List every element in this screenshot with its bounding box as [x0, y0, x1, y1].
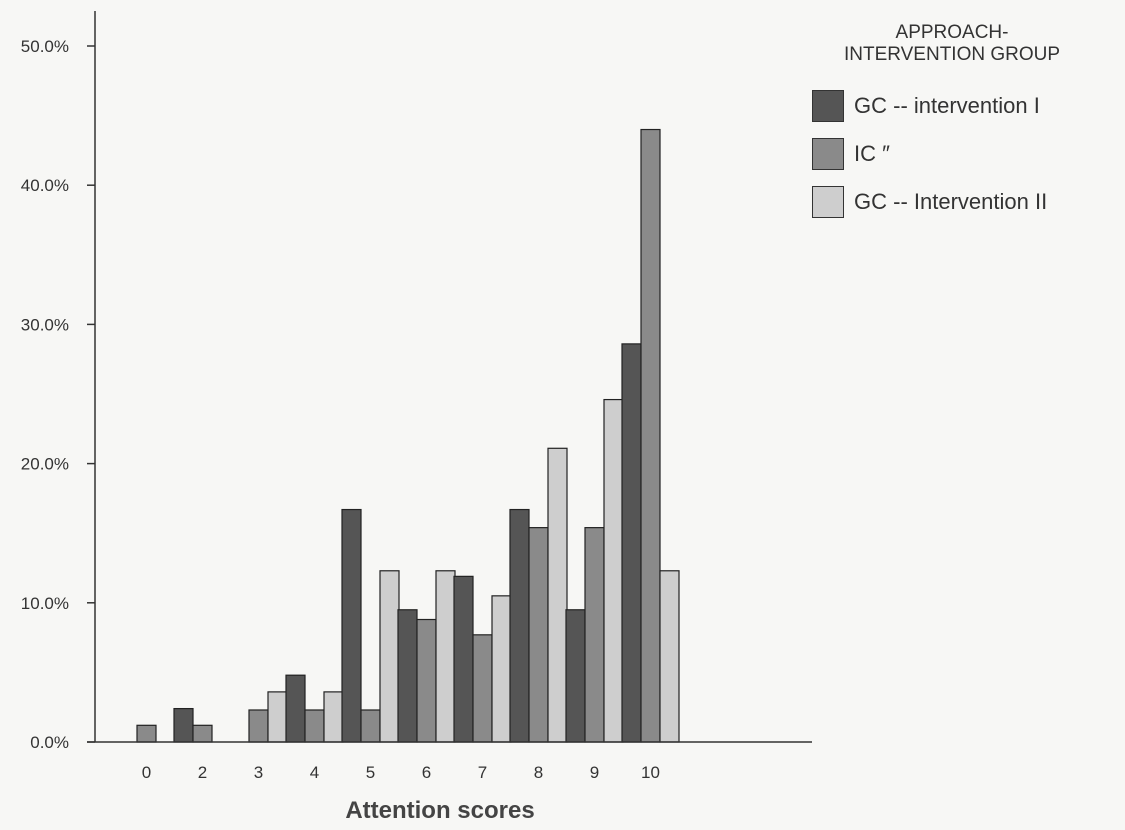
y-tick-label: 10.0%: [21, 594, 69, 613]
y-tick-label: 20.0%: [21, 455, 69, 474]
bar: [341, 508, 362, 743]
bar: [136, 724, 157, 743]
bar: [379, 570, 400, 743]
x-tick-label: 3: [254, 763, 263, 782]
x-tick-label: 2: [198, 763, 207, 782]
bar: [528, 527, 549, 743]
x-tick-label: 4: [310, 763, 319, 782]
bar: [640, 128, 661, 743]
x-tick-label: 0: [142, 763, 151, 782]
bar: [453, 575, 474, 743]
x-axis-label: Attention scores: [345, 797, 534, 824]
bar: [472, 634, 493, 743]
bar: [584, 527, 605, 743]
legend: APPROACH-INTERVENTION GROUP GC -- interv…: [812, 22, 1112, 226]
x-tick-label: 10: [641, 763, 660, 782]
bar: [565, 609, 586, 743]
legend-label: GC -- intervention I: [854, 93, 1040, 118]
x-tick-label: 6: [422, 763, 431, 782]
bar: [360, 709, 381, 743]
bar: [285, 674, 306, 743]
legend-label: GC -- Intervention II: [854, 189, 1048, 214]
bar: [248, 709, 269, 743]
legend-swatch: [812, 90, 844, 122]
bar: [267, 691, 288, 743]
bar: [416, 618, 437, 743]
y-tick-label: 0.0%: [30, 733, 69, 752]
x-tick-label: 7: [478, 763, 487, 782]
bar: [397, 609, 418, 743]
legend-item-gc-intervention-2: GC -- Intervention II: [812, 178, 1112, 226]
bar: [323, 691, 344, 743]
x-tick-label: 8: [534, 763, 543, 782]
legend-swatch: [812, 138, 844, 170]
bar: [435, 570, 456, 743]
y-tick-label: 50.0%: [21, 37, 69, 56]
legend-swatch: [812, 186, 844, 218]
bar: [659, 570, 680, 743]
y-tick-label: 30.0%: [21, 315, 69, 334]
legend-label: IC ″: [854, 141, 890, 166]
x-tick-label: 5: [366, 763, 375, 782]
bar: [173, 707, 194, 743]
bar: [621, 343, 642, 743]
bar: [304, 709, 325, 743]
bar: [192, 724, 213, 743]
legend-title: APPROACH-INTERVENTION GROUP: [843, 22, 1061, 65]
bar: [491, 595, 512, 743]
bar: [547, 447, 568, 743]
legend-item-ic: IC ″: [812, 130, 1112, 178]
bar: [509, 508, 530, 743]
legend-item-gc-intervention-1: GC -- intervention I: [812, 82, 1112, 130]
x-tick-label: 9: [590, 763, 599, 782]
bar: [603, 398, 624, 743]
y-tick-label: 40.0%: [21, 176, 69, 195]
